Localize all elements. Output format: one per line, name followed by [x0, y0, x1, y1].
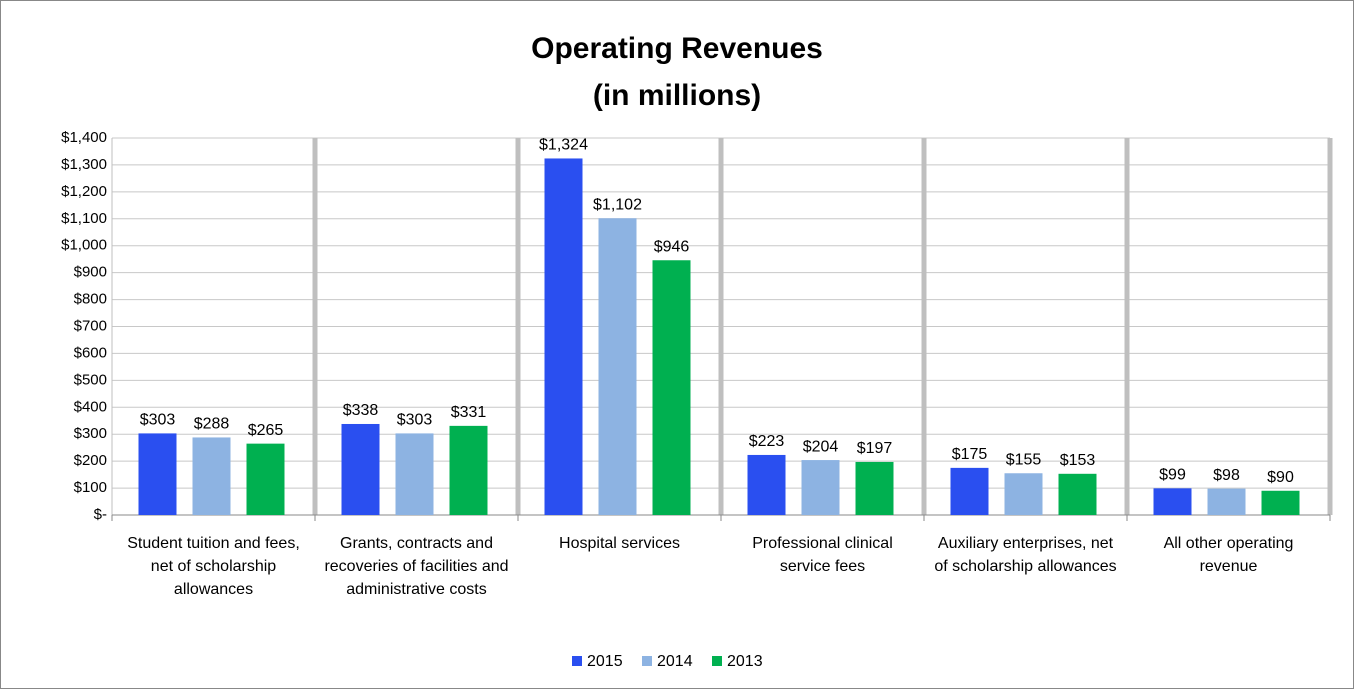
data-label: $153 [1060, 452, 1096, 469]
data-label: $1,324 [539, 137, 588, 154]
y-tick-label: $1,100 [61, 210, 107, 227]
bar [1261, 490, 1300, 515]
data-label: $338 [343, 402, 379, 419]
data-label: $204 [803, 438, 839, 455]
bar [747, 454, 786, 515]
bar [950, 467, 989, 515]
y-tick-label: $300 [74, 425, 107, 442]
y-tick-label: $500 [74, 371, 107, 388]
data-label: $99 [1159, 467, 1186, 484]
data-label: $197 [857, 440, 893, 457]
data-label: $303 [140, 412, 176, 429]
bar [1058, 473, 1097, 515]
legend-swatch [642, 656, 652, 666]
bar [855, 461, 894, 515]
x-tick-label: Auxiliary enterprises, net of scholarshi… [934, 535, 1117, 575]
data-label: $223 [749, 433, 785, 450]
x-tick-label: All other operating revenue [1163, 535, 1294, 575]
bar [449, 425, 488, 515]
bar [138, 433, 177, 515]
data-label: $175 [952, 446, 988, 463]
data-label: $288 [194, 416, 230, 433]
legend-label: 2013 [727, 653, 763, 670]
x-tick-label: Grants, contracts and recoveries of faci… [324, 535, 509, 598]
bar [192, 437, 231, 515]
y-tick-label: $600 [74, 344, 107, 361]
data-label: $98 [1213, 467, 1240, 484]
y-tick-label: $700 [74, 317, 107, 334]
x-tick-label: Student tuition and fees, net of scholar… [127, 535, 300, 598]
data-label: $331 [451, 404, 487, 421]
legend-label: 2015 [587, 653, 623, 670]
bar [598, 218, 637, 516]
bar [246, 443, 285, 515]
bar [1004, 473, 1043, 515]
bar [341, 423, 380, 515]
y-tick-label: $1,400 [61, 129, 107, 146]
bar [801, 460, 840, 515]
bar [395, 433, 434, 515]
x-tick-label: Professional clinical service fees [752, 535, 893, 575]
y-tick-label: $1,300 [61, 156, 107, 173]
y-tick-label: $200 [74, 452, 107, 469]
y-tick-label: $- [94, 506, 107, 523]
bar [1153, 488, 1192, 515]
y-tick-label: $800 [74, 291, 107, 308]
data-label: $303 [397, 412, 433, 429]
y-tick-label: $400 [74, 398, 107, 415]
data-label: $265 [248, 422, 284, 439]
y-tick-label: $1,000 [61, 237, 107, 254]
y-tick-label: $1,200 [61, 183, 107, 200]
chart-title: Operating Revenues [531, 32, 823, 65]
data-label: $946 [654, 238, 690, 255]
data-label: $90 [1267, 469, 1294, 486]
bar [1207, 488, 1246, 515]
x-tick-label: Hospital services [559, 535, 680, 552]
y-tick-label: $100 [74, 479, 107, 496]
data-label: $1,102 [593, 196, 642, 213]
legend-swatch [712, 656, 722, 666]
legend-swatch [572, 656, 582, 666]
y-tick-label: $900 [74, 264, 107, 281]
chart-subtitle: (in millions) [593, 79, 761, 112]
legend-label: 2014 [657, 653, 693, 670]
bar [544, 158, 583, 516]
bar [652, 260, 691, 515]
data-label: $155 [1006, 451, 1042, 468]
